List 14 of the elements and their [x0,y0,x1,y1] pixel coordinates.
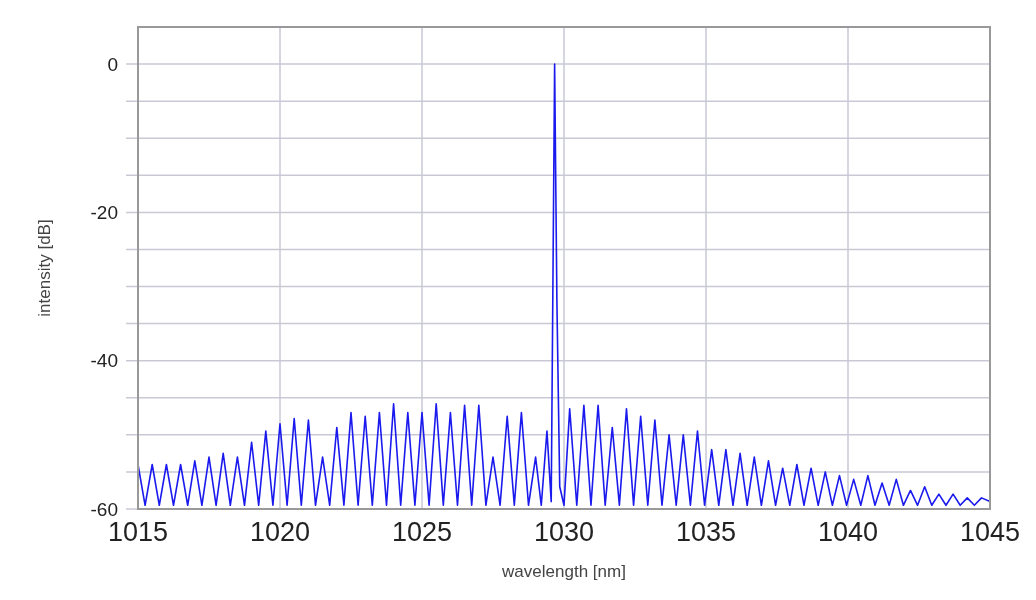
y-tick-label: -40 [90,350,118,372]
x-tick-label: 1025 [391,517,453,547]
y-tick-label: -60 [90,498,118,520]
line-series [137,63,991,507]
x-tick-label: 1040 [817,517,879,547]
x-tick-label: 1030 [533,517,595,547]
y-axis-title: intensity [dB] [35,219,54,317]
x-tick-label: 1015 [107,517,169,547]
x-axis-title: wavelength [nm] [501,562,626,581]
y-tick-label: -20 [90,202,118,224]
x-tick-label: 1045 [959,517,1021,547]
x-tick-label: 1020 [249,517,311,547]
y-tick-label: 0 [107,53,118,75]
x-tick-label: 1035 [675,517,737,547]
